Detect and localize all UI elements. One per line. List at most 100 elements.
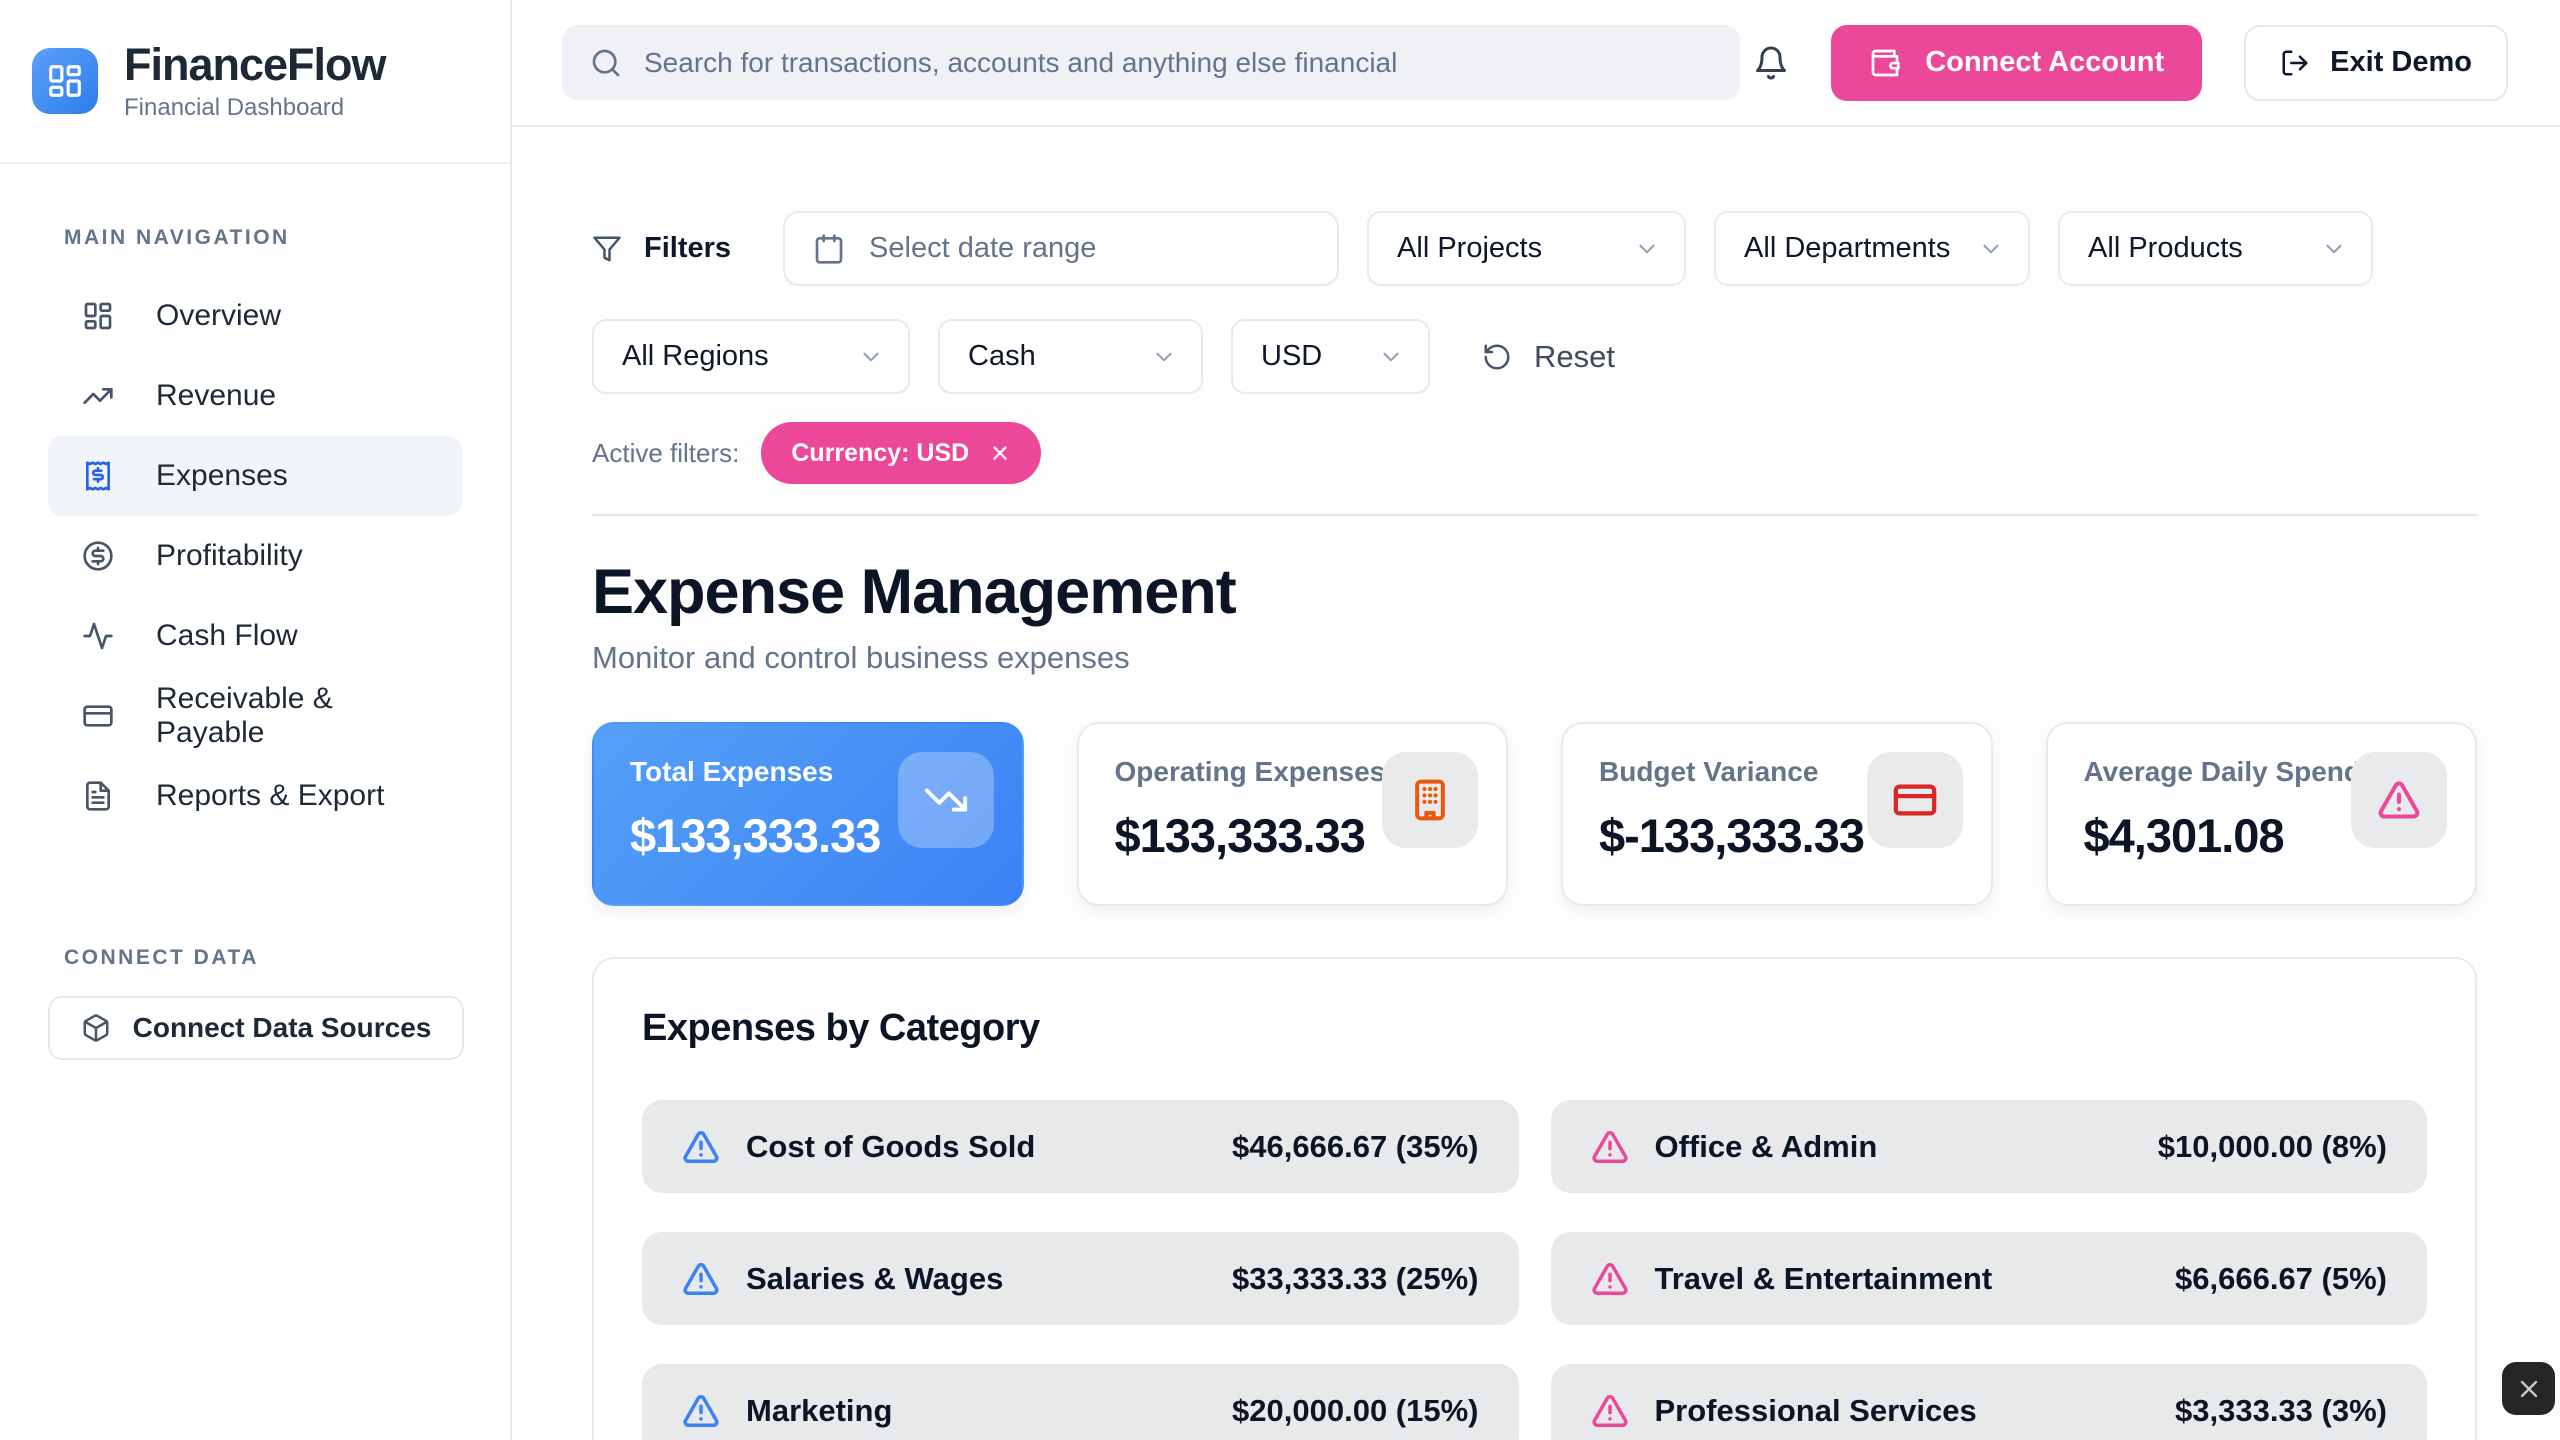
stat-card-average-daily-spend[interactable]: Average Daily Spend $4,301.08 [2045,722,2477,906]
receipt-icon [82,460,114,492]
main-content: Filters Select date range All Projects A… [512,127,2560,1440]
category-value: $20,000.00 (15%) [1232,1392,1479,1428]
category-name: Cost of Goods Sold [746,1128,1036,1164]
alert-triangle-icon [1591,1392,1629,1430]
regions-select[interactable]: All Regions [592,319,910,394]
package-icon [81,1013,111,1043]
sidebar-item-label: Overview [156,299,282,332]
credit-card-icon [82,700,114,732]
projects-select-value: All Projects [1397,232,1543,264]
active-filter-chip-label: Currency: USD [791,438,970,467]
app-title: FinanceFlow [124,39,387,91]
stat-card-budget-variance[interactable]: Budget Variance $-133,333.33 [1561,722,1993,906]
filters-title: Filters [592,232,731,265]
building-icon [1382,752,1478,848]
sidebar-item-profitability[interactable]: Profitability [48,516,462,596]
active-filter-chip-currency[interactable]: Currency: USD [761,422,1042,484]
app-tagline: Financial Dashboard [124,93,345,121]
accounting-basis-value: Cash [968,340,1036,372]
remove-filter-icon[interactable] [989,442,1011,464]
page-title: Expense Management [592,557,1237,627]
category-name: Professional Services [1654,1392,1977,1428]
currency-select[interactable]: USD [1231,319,1430,394]
category-row-professional-services[interactable]: Professional Services $3,333.33 (3%) [1550,1364,2427,1440]
category-value: $10,000.00 (8%) [2157,1128,2387,1164]
accounting-basis-select[interactable]: Cash [938,319,1203,394]
file-text-icon [82,780,114,812]
sidebar-item-label: Profitability [156,539,303,572]
category-value: $33,333.33 (25%) [1232,1260,1479,1296]
expenses-by-category-title: Expenses by Category [642,1007,1040,1049]
stat-value: $133,333.33 [630,809,881,862]
stat-card-operating-expenses[interactable]: Operating Expenses $133,333.33 [1076,722,1508,906]
circle-dollar-icon [82,540,114,572]
category-value: $3,333.33 (3%) [2175,1392,2387,1428]
sidebar-item-revenue[interactable]: Revenue [48,356,462,436]
sidebar-item-overview[interactable]: Overview [48,276,462,356]
stat-label: Budget Variance [1599,756,1819,787]
connect-account-button[interactable]: Connect Account [1831,24,2203,101]
category-name: Travel & Entertainment [1654,1260,1993,1296]
departments-select[interactable]: All Departments [1714,211,2031,286]
category-name: Office & Admin [1654,1128,1878,1164]
calendar-icon [813,233,845,265]
category-name: Marketing [746,1392,893,1428]
section-divider [592,514,2477,516]
logout-icon [2280,48,2310,78]
category-row-cost-of-goods-sold[interactable]: Cost of Goods Sold $46,666.67 (35%) [642,1100,1519,1193]
filter-funnel-icon [592,234,622,264]
credit-card-icon [1866,752,1963,848]
reset-label: Reset [1534,338,1615,374]
alert-triangle-icon [1591,1260,1629,1298]
nav-section-label: MAIN NAVIGATION [64,226,290,249]
category-row-marketing[interactable]: Marketing $20,000.00 (15%) [642,1364,1519,1440]
wallet-icon [1869,47,1901,79]
sidebar-item-reports-export[interactable]: Reports & Export [48,756,462,836]
connect-data-sources-button[interactable]: Connect Data Sources [48,996,464,1060]
activity-icon [82,620,114,652]
search-box[interactable] [562,25,1740,100]
rotate-ccw-icon [1482,342,1512,372]
category-row-travel-entertainment[interactable]: Travel & Entertainment $6,666.67 (5%) [1550,1232,2427,1325]
projects-select[interactable]: All Projects [1367,211,1687,286]
notifications-button[interactable] [1753,45,1789,81]
chevron-down-icon [2321,236,2347,262]
exit-demo-button[interactable]: Exit Demo [2244,24,2508,101]
connect-data-sources-label: Connect Data Sources [132,1012,432,1043]
alert-triangle-icon [682,1128,720,1166]
sidebar-item-label: Expenses [156,459,288,492]
sidebar-item-expenses[interactable]: Expenses [48,436,462,516]
sidebar-item-cash-flow[interactable]: Cash Flow [48,596,462,676]
stat-value: $4,301.08 [2083,809,2285,862]
stat-label: Average Daily Spend [2083,756,2362,787]
stat-value: $133,333.33 [1114,809,1366,862]
close-button[interactable] [2502,1362,2555,1415]
date-range-input[interactable]: Select date range [783,211,1340,286]
topbar: Connect Account Exit Demo [512,0,2560,127]
currency-select-value: USD [1261,340,1323,372]
sidebar-item-receivable-payable[interactable]: Receivable & Payable [48,676,462,756]
page-subtitle: Monitor and control business expenses [592,640,1130,675]
products-select[interactable]: All Products [2058,211,2374,286]
connect-account-label: Connect Account [1925,46,2165,78]
active-filters-label: Active filters: [592,437,740,468]
alert-triangle-icon [682,1392,720,1430]
expenses-by-category-card: Expenses by Category Cost of Goods Sold … [592,957,2477,1440]
sidebar-item-label: Reports & Export [156,779,385,812]
reset-filters-button[interactable]: Reset [1482,339,1615,375]
category-row-salaries-wages[interactable]: Salaries & Wages $33,333.33 (25%) [642,1232,1519,1325]
stat-label: Total Expenses [630,756,834,787]
products-select-value: All Products [2088,232,2243,264]
date-range-placeholder: Select date range [869,232,1097,264]
search-icon [590,47,622,79]
alert-triangle-icon [1591,1128,1629,1166]
main-navigation: Overview Revenue Expenses Profitability … [0,276,510,836]
chevron-down-icon [858,344,884,370]
alert-triangle-icon [682,1260,720,1298]
exit-demo-label: Exit Demo [2330,46,2472,78]
category-row-office-admin[interactable]: Office & Admin $10,000.00 (8%) [1550,1100,2427,1193]
search-input[interactable] [644,46,1712,79]
filters-bar-row-2: All Regions Cash USD Reset [592,319,2477,394]
active-filters-row: Active filters: Currency: USD [592,422,2477,484]
stat-card-total-expenses[interactable]: Total Expenses $133,333.33 [592,722,1024,906]
